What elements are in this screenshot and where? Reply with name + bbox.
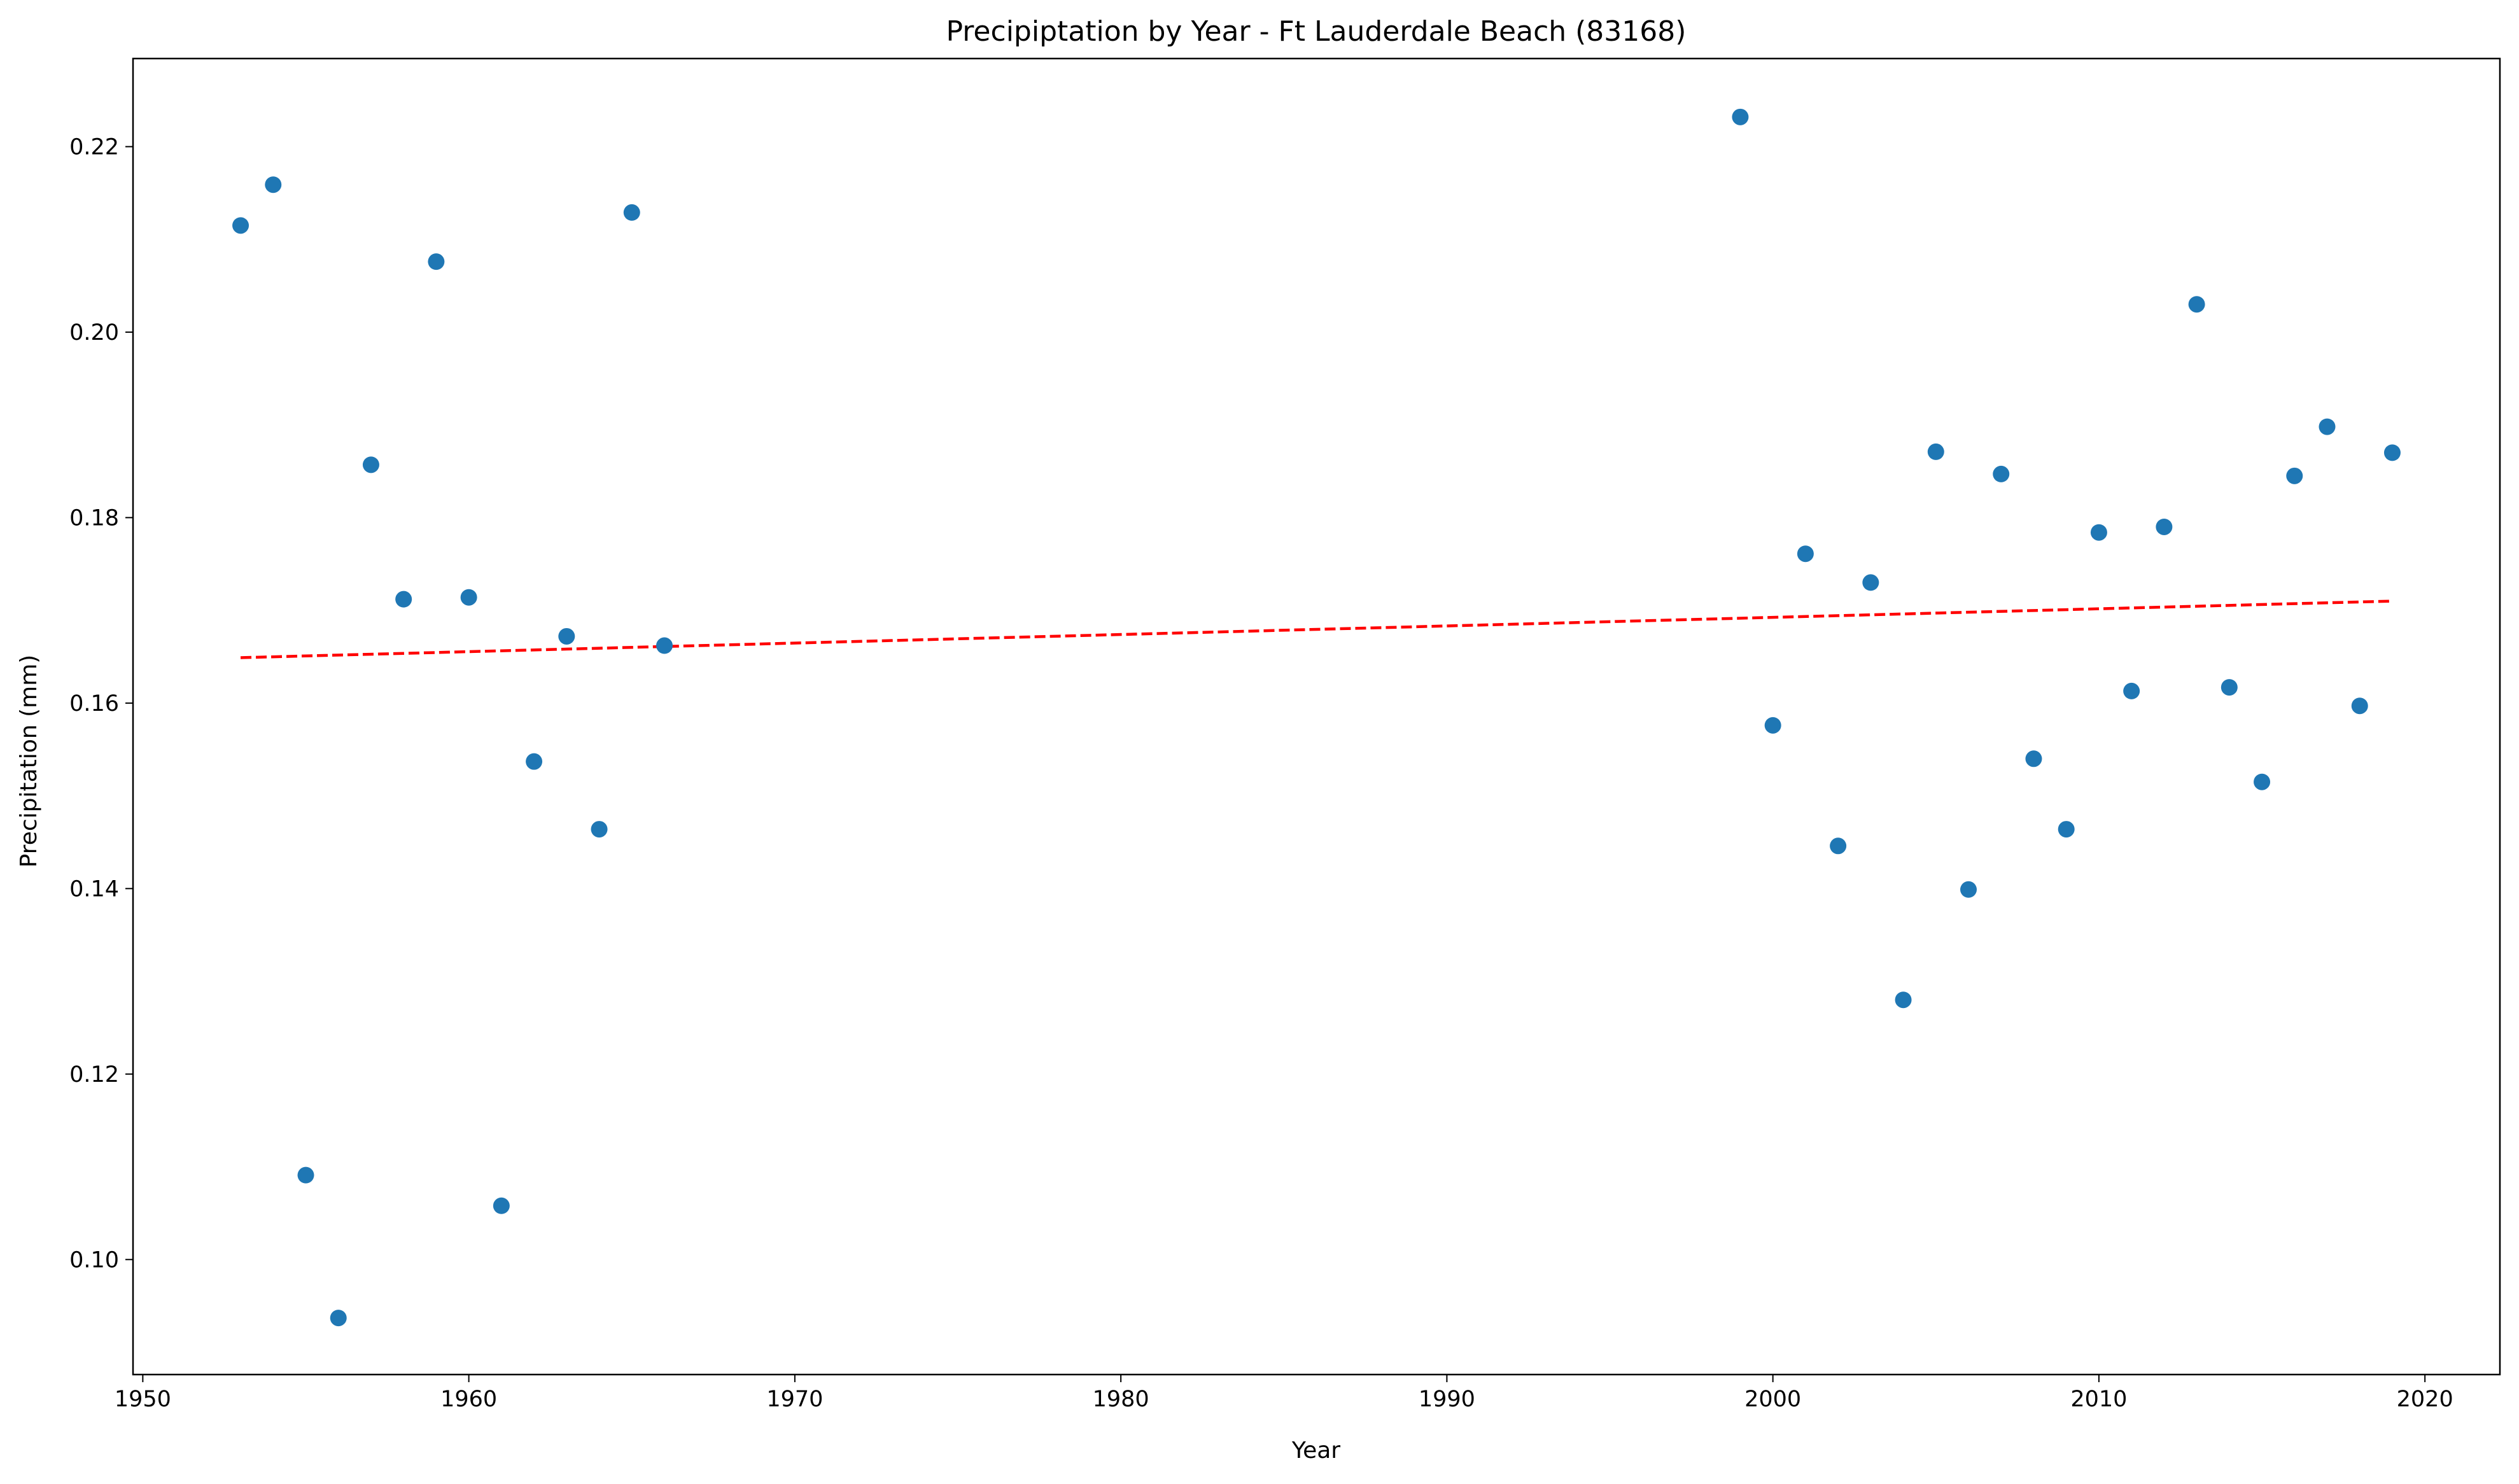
- y-tick-label: 0.22: [69, 134, 119, 160]
- data-point: [2123, 682, 2140, 699]
- x-tick-label: 2000: [1744, 1387, 1801, 1412]
- y-tick-label: 0.20: [69, 320, 119, 346]
- x-tick-label: 2010: [2070, 1387, 2127, 1412]
- data-point: [656, 637, 673, 654]
- x-tick-label: 2020: [2397, 1387, 2453, 1412]
- data-point: [232, 217, 249, 234]
- x-axis-label: Year: [1291, 1438, 1340, 1464]
- plot-area: 1950 1960 1970 1980 1990 2000 2010 2020 0.10 0.12…: [69, 57, 2501, 1412]
- data-point: [2188, 296, 2205, 313]
- data-point: [428, 253, 445, 270]
- y-tick-label: 0.10: [69, 1247, 119, 1273]
- y-tick-label: 0.18: [69, 505, 119, 531]
- data-point: [558, 627, 575, 645]
- data-point: [362, 456, 379, 473]
- data-point: [1797, 545, 1814, 563]
- data-point: [297, 1166, 314, 1184]
- x-tick-label: 1990: [1419, 1387, 1475, 1412]
- data-point: [1927, 443, 1944, 460]
- data-point: [330, 1310, 347, 1327]
- y-axis-label: Precipitation (mm): [16, 655, 42, 868]
- data-point: [493, 1197, 510, 1214]
- data-point: [2090, 524, 2107, 541]
- x-tick-label: 1980: [1093, 1387, 1149, 1412]
- data-point: [1862, 574, 1879, 591]
- data-point: [2351, 697, 2368, 715]
- data-point: [2319, 418, 2336, 435]
- data-point: [2025, 750, 2042, 767]
- chart-title: Precipiptation by Year - Ft Lauderdale B…: [946, 15, 1687, 48]
- data-point: [1732, 108, 1749, 125]
- plot-frame: [132, 57, 2501, 1376]
- y-tick-label: 0.12: [69, 1062, 119, 1088]
- data-point: [623, 204, 640, 221]
- x-tick-label: 1960: [440, 1387, 497, 1412]
- data-point: [1895, 991, 1912, 1009]
- y-tick-label: 0.14: [69, 876, 119, 902]
- data-point: [591, 821, 608, 838]
- data-point: [1993, 465, 2010, 482]
- data-point: [1960, 881, 1977, 898]
- data-point: [460, 589, 477, 606]
- data-point: [395, 591, 412, 608]
- data-point: [2286, 467, 2303, 484]
- data-point: [526, 753, 543, 770]
- data-point: [2383, 444, 2401, 461]
- data-point: [1830, 837, 1847, 855]
- data-point: [2254, 773, 2271, 790]
- y-tick-label: 0.16: [69, 691, 119, 717]
- data-point: [2221, 679, 2238, 696]
- x-tick-label: 1970: [766, 1387, 823, 1412]
- trend-line: [240, 599, 2393, 659]
- data-point: [2058, 821, 2075, 838]
- data-point: [1764, 717, 1781, 734]
- data-point: [2156, 518, 2173, 535]
- x-tick-label: 1950: [115, 1387, 171, 1412]
- data-point: [265, 176, 282, 193]
